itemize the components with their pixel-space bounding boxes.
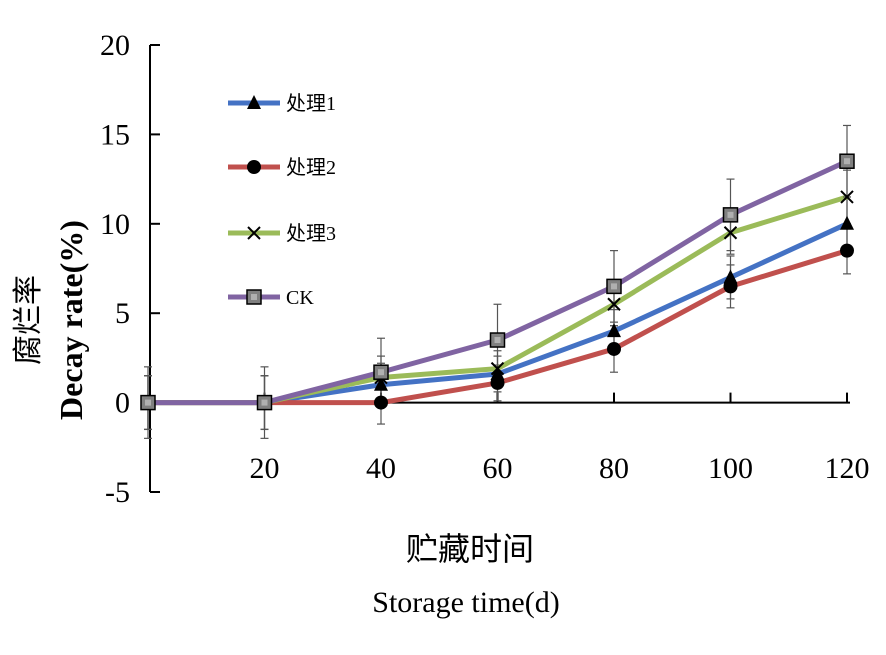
data-point bbox=[723, 279, 738, 294]
legend-marker bbox=[247, 95, 261, 109]
data-point bbox=[606, 278, 622, 295]
y-tick-label: 20 bbox=[100, 29, 130, 62]
legend-label: 处理2 bbox=[286, 156, 336, 179]
legend-label: 处理1 bbox=[286, 92, 336, 115]
axes: 20 15 10 5 0 -5 20 40 60 80 100 120 bbox=[100, 29, 870, 509]
legend-entry: CK bbox=[228, 287, 314, 309]
x-tick-label: 80 bbox=[599, 452, 629, 485]
y-tick-label: 15 bbox=[100, 118, 130, 151]
data-point-stroke bbox=[490, 361, 505, 376]
data-point-inner bbox=[844, 158, 850, 165]
data-point bbox=[374, 376, 388, 391]
legend-marker-inner bbox=[251, 294, 257, 300]
data-point-inner bbox=[611, 283, 617, 290]
data-point-inner bbox=[261, 399, 268, 406]
data-point bbox=[374, 395, 388, 410]
y-axis-label-cn: 腐烂率 bbox=[12, 275, 45, 365]
data-point bbox=[723, 226, 738, 240]
x-tick-label: 60 bbox=[483, 452, 513, 485]
x-axis-label-cn: 贮藏时间 bbox=[406, 531, 534, 567]
y-tick-label: 0 bbox=[115, 387, 130, 420]
axis-labels: 腐烂率 Decay rate(%) 贮藏时间 Storage time(d) bbox=[12, 220, 560, 619]
data-point bbox=[840, 190, 854, 204]
y-tick-label: 10 bbox=[100, 208, 130, 241]
data-point-inner bbox=[494, 337, 501, 344]
y-axis-label-en: Decay rate(%) bbox=[53, 220, 89, 420]
data-point bbox=[140, 394, 156, 411]
data-point-stroke bbox=[840, 190, 854, 204]
x-tick-label: 100 bbox=[708, 452, 753, 485]
y-tick-label: -5 bbox=[105, 476, 130, 509]
data-point-stroke bbox=[723, 226, 738, 240]
data-point-inner bbox=[727, 211, 734, 218]
data-point-inner bbox=[378, 369, 384, 376]
y-tick-label: 5 bbox=[115, 297, 130, 330]
series-1-markers bbox=[141, 215, 854, 409]
x-axis-label-en: Storage time(d) bbox=[372, 586, 559, 619]
x-tick-label: 20 bbox=[250, 452, 280, 485]
legend-marker bbox=[247, 160, 261, 174]
data-point bbox=[840, 215, 854, 230]
legend-marker bbox=[247, 226, 261, 240]
data-point bbox=[840, 243, 854, 258]
legend-label: CK bbox=[286, 287, 314, 309]
data-point bbox=[607, 323, 621, 338]
data-point bbox=[490, 365, 505, 380]
data-point bbox=[489, 332, 506, 348]
legend-marker-stroke bbox=[247, 226, 261, 240]
data-point bbox=[839, 153, 855, 169]
series-lines bbox=[140, 124, 855, 439]
data-point bbox=[490, 361, 505, 376]
legend-entry: 处理3 bbox=[228, 222, 336, 245]
data-point bbox=[723, 269, 738, 284]
data-point-stroke bbox=[607, 297, 621, 311]
legend: 处理1 处理2 处理3 CK bbox=[228, 92, 336, 309]
data-point bbox=[607, 297, 621, 311]
x-tick-label: 120 bbox=[825, 452, 870, 485]
legend-marker bbox=[246, 289, 262, 305]
data-point bbox=[607, 341, 621, 356]
data-point bbox=[373, 364, 389, 380]
data-point bbox=[256, 394, 273, 411]
data-point bbox=[722, 207, 739, 223]
legend-entry: 处理2 bbox=[228, 156, 336, 179]
series-4-markers bbox=[140, 153, 855, 411]
legend-entry: 处理1 bbox=[228, 92, 336, 115]
x-tick-label: 40 bbox=[366, 452, 396, 485]
data-point bbox=[490, 375, 505, 390]
legend-label: 处理3 bbox=[286, 222, 336, 245]
data-point-inner bbox=[145, 399, 151, 406]
